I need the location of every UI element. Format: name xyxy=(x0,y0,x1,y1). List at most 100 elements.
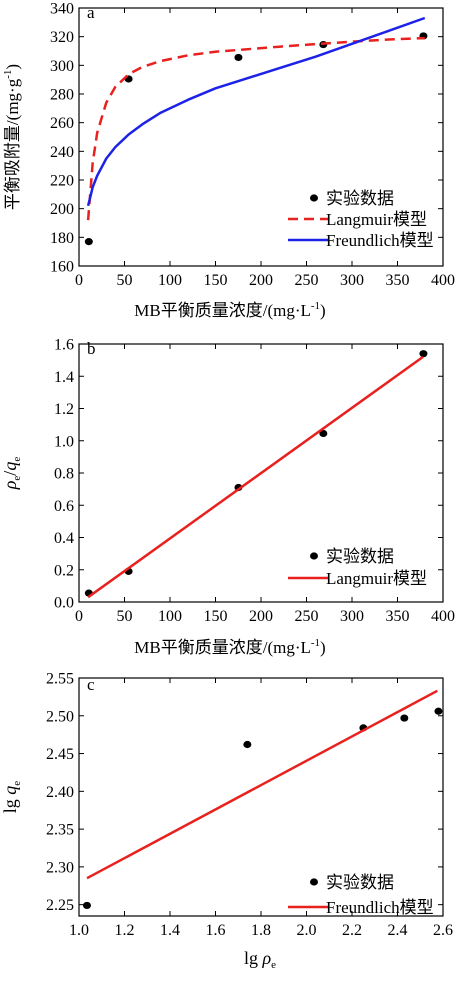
x-tick-label: 50 xyxy=(117,272,133,289)
y-axis-label-sup: -1 xyxy=(2,70,14,79)
legend-marker xyxy=(310,552,318,560)
y-tick-label: 1.6 xyxy=(54,337,74,354)
x-tick-label: 200 xyxy=(249,608,273,625)
data-point xyxy=(434,707,443,715)
x-axis-label-tail: ) xyxy=(320,638,326,657)
series-line-Freundlich模型 xyxy=(86,16,426,207)
x-tick-label: 400 xyxy=(431,272,455,289)
y-tick-label: 200 xyxy=(50,201,74,218)
x-tick-label: 50 xyxy=(117,608,133,625)
x-tick-label: 150 xyxy=(204,272,228,289)
x-tick-label: 1.6 xyxy=(206,922,226,939)
x-tick-label: 300 xyxy=(340,272,364,289)
x-axis-label-main: MB平衡质量浓度/(mg·L xyxy=(134,301,311,320)
x-tick-label: 250 xyxy=(295,608,319,625)
y-tick-label: 180 xyxy=(50,230,74,247)
x-tick-label: 200 xyxy=(249,272,273,289)
legend-marker xyxy=(310,878,318,886)
y-axis-label-tail: ) xyxy=(3,64,22,70)
data-point xyxy=(234,53,243,62)
y-tick-label: 2.45 xyxy=(46,746,74,763)
x-tick-label: 0 xyxy=(75,608,83,625)
legend-label: Langmuir模型 xyxy=(326,569,427,588)
x-tick-label: 2.6 xyxy=(433,922,453,939)
x-tick-label: 1.0 xyxy=(69,922,89,939)
legend: 实验数据 Langmuir模型 xyxy=(288,547,427,588)
legend: 实验数据 Langmuir模型 Freundlich模型 xyxy=(288,189,434,250)
x-axis-label: lg ρe xyxy=(244,948,276,971)
y-tick-label: 2.25 xyxy=(46,897,74,914)
y-axis-label: ρe/qe xyxy=(0,457,23,491)
x-tick-label: 100 xyxy=(158,608,182,625)
y-tick-label: 0.2 xyxy=(54,562,74,579)
legend-label: 实验数据 xyxy=(326,873,394,892)
x-axis-label: MB平衡质量浓度/(mg·L-1) xyxy=(134,637,325,657)
y-tick-label: 1.0 xyxy=(54,433,74,450)
legend-label: 实验数据 xyxy=(326,547,394,566)
y-tick-label: 340 xyxy=(50,1,74,18)
chart-panel-b: 0 50 100 150 200 250 300 350 400 0.0 0.2 0.4 0.6 0.8 1… xyxy=(0,337,455,658)
x-axis-label-tail: ) xyxy=(320,301,326,320)
x-axis-label: MB平衡质量浓度/(mg·L-1) xyxy=(134,300,325,320)
y-tick-label: 1.4 xyxy=(54,369,74,386)
x-axis-label-sup: -1 xyxy=(311,637,320,649)
series-line-Langmuir模型 xyxy=(87,355,424,599)
y-tick-label: 2.30 xyxy=(46,859,74,876)
y-axis-label-main: 平衡吸附量/(mg·g xyxy=(3,78,22,210)
panel-letter: b xyxy=(87,339,96,358)
panel-letter: a xyxy=(87,3,95,22)
x-tick-label: 1.4 xyxy=(160,922,180,939)
x-tick-label: 0 xyxy=(75,272,83,289)
x-axis-label-sup: -1 xyxy=(311,300,320,312)
y-tick-label: 0.4 xyxy=(54,530,74,547)
data-point xyxy=(319,429,328,438)
y-tick-label: 0.8 xyxy=(54,466,74,483)
y-tick-label: 2.55 xyxy=(46,671,74,688)
x-tick-label: 100 xyxy=(158,272,182,289)
y-tick-label: 2.35 xyxy=(46,822,74,839)
x-tick-label: 2.0 xyxy=(297,922,317,939)
chart-panel-c: 1.0 1.2 1.4 1.6 1.8 2.0 2.2 2.4 2.6 2.25 2.30 2.35 2… xyxy=(0,671,453,972)
x-tick-label: 400 xyxy=(431,608,455,625)
series-line-Langmuir模型 xyxy=(86,36,425,221)
y-tick-label: 300 xyxy=(50,58,74,75)
y-axis-label: 平衡吸附量/(mg·g-1) xyxy=(2,64,22,210)
legend-label: Freundlich模型 xyxy=(326,231,434,250)
legend: 实验数据 Freundlich模型 xyxy=(288,873,434,917)
y-tick-label: 160 xyxy=(50,259,74,276)
y-tick-label: 240 xyxy=(50,144,74,161)
x-tick-label: 2.4 xyxy=(388,922,408,939)
chart-panel-a: 0 50 100 150 200 250 300 350 400 160 180 200 220 240 2… xyxy=(2,1,455,321)
y-tick-label: 220 xyxy=(50,173,74,190)
legend-label: 实验数据 xyxy=(326,189,394,208)
x-tick-label: 350 xyxy=(386,608,410,625)
y-tick-label: 2.50 xyxy=(46,708,74,725)
x-tick-label: 150 xyxy=(204,608,228,625)
data-point xyxy=(84,238,93,246)
y-tick-label: 2.40 xyxy=(46,784,74,801)
x-tick-label: 2.2 xyxy=(342,922,362,939)
data-point xyxy=(400,714,409,722)
y-tick-label: 0.6 xyxy=(54,498,74,515)
data-point xyxy=(419,350,428,358)
data-point xyxy=(243,740,252,749)
legend-label: Freundlich模型 xyxy=(326,898,434,917)
data-point xyxy=(82,901,91,910)
x-tick-label: 1.2 xyxy=(115,922,135,939)
x-axis-label-main: MB平衡质量浓度/(mg·L xyxy=(134,638,311,657)
x-tick-label: 300 xyxy=(340,608,364,625)
legend-marker xyxy=(310,194,318,202)
y-axis-label: lg qe xyxy=(0,781,23,814)
y-tick-label: 1.2 xyxy=(54,401,74,418)
y-tick-label: 320 xyxy=(50,29,74,46)
y-tick-label: 280 xyxy=(50,87,74,104)
x-tick-label: 250 xyxy=(295,272,319,289)
y-tick-label: 260 xyxy=(50,115,74,132)
panel-letter: c xyxy=(87,675,95,694)
x-tick-label: 350 xyxy=(386,272,410,289)
series-line-Freundlich模型 xyxy=(86,689,438,880)
x-tick-label: 1.8 xyxy=(251,922,271,939)
legend-label: Langmuir模型 xyxy=(326,210,427,229)
y-tick-label: 0.0 xyxy=(54,595,74,612)
